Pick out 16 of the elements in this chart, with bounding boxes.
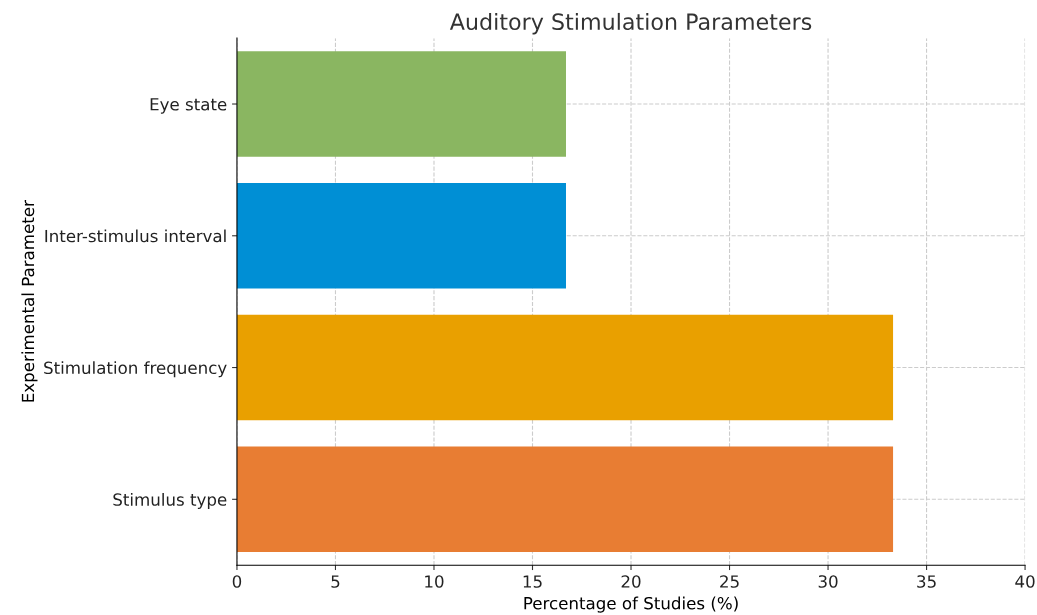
x-tick-label: 30 <box>818 575 838 588</box>
x-tick-label: 25 <box>720 575 739 588</box>
y-tick-label: Eye state <box>150 98 227 114</box>
x-tick-label: 5 <box>331 575 340 588</box>
y-tick-label: Inter-stimulus interval <box>45 229 226 243</box>
x-tick-label: 40 <box>1015 575 1035 588</box>
x-tick-label: 15 <box>523 575 542 588</box>
y-tick-label: Stimulation frequency <box>44 361 227 378</box>
x-axis-title: Percentage of Studies (%) <box>524 596 738 613</box>
x-tick-label: 0 <box>232 575 242 588</box>
chart-title: Auditory Stimulation Parameters <box>449 12 812 35</box>
x-tick-label: 10 <box>425 575 444 588</box>
y-axis-title: Experimental Parameter <box>21 200 38 402</box>
x-tick-label: 35 <box>917 575 936 588</box>
y-tick-label: Stimulus type <box>113 492 227 510</box>
x-tick-label: 20 <box>621 575 641 588</box>
